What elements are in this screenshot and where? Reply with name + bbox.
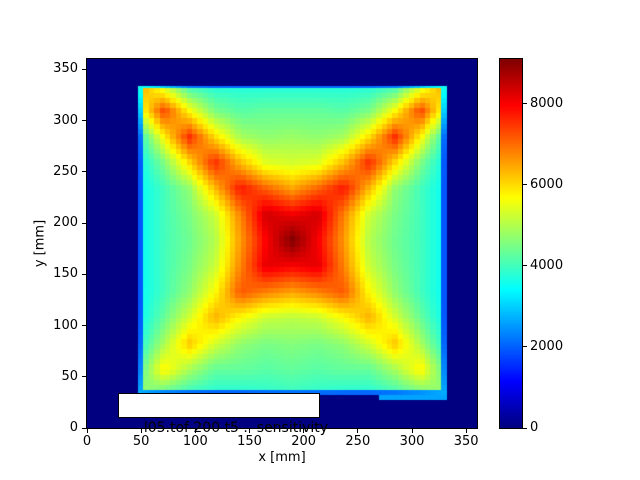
x-tick-label: 50 xyxy=(132,434,150,449)
colorbar xyxy=(499,58,523,429)
colorbar-canvas xyxy=(500,59,522,428)
y-tick-mark xyxy=(82,325,86,326)
colorbar-tick-label: 4000 xyxy=(530,257,564,273)
y-tick-mark xyxy=(82,120,86,121)
x-tick-label: 250 xyxy=(345,434,371,449)
heatmap-canvas xyxy=(87,59,477,428)
y-tick-mark xyxy=(82,273,86,275)
x-tick-mark xyxy=(357,429,359,433)
colorbar-tick-mark xyxy=(523,184,527,186)
x-tick-mark xyxy=(86,429,88,433)
x-tick-mark xyxy=(465,429,467,433)
y-tick-label: 300 xyxy=(53,112,78,128)
x-tick-mark xyxy=(303,429,305,433)
x-tick-mark xyxy=(140,429,142,433)
y-tick-label: 200 xyxy=(53,215,78,230)
x-tick-label: 150 xyxy=(237,434,262,449)
x-tick-label: 350 xyxy=(453,434,479,449)
x-tick-mark xyxy=(249,429,250,433)
x-tick-mark xyxy=(194,429,196,433)
x-tick-label: 300 xyxy=(399,434,425,449)
x-tick-label: 100 xyxy=(182,434,208,449)
annotation-box: l05.tof 200 t5 . sensitivity xyxy=(118,393,328,436)
y-tick-mark xyxy=(82,171,86,173)
y-tick-label: 150 xyxy=(53,266,78,282)
x-axis-label: x [mm] xyxy=(258,450,306,465)
colorbar-tick-label: 8000 xyxy=(530,95,564,111)
x-tick-mark xyxy=(411,429,413,433)
y-tick-label: 350 xyxy=(53,61,78,77)
x-tick-label: 200 xyxy=(291,434,317,449)
colorbar-tick-label: 0 xyxy=(530,420,539,435)
y-tick-mark xyxy=(82,427,86,429)
y-tick-label: 250 xyxy=(53,163,78,179)
y-tick-mark xyxy=(82,376,86,378)
y-tick-label: 50 xyxy=(61,368,78,384)
y-tick-label: 0 xyxy=(69,420,78,435)
colorbar-tick-label: 6000 xyxy=(530,176,564,192)
y-tick-mark xyxy=(82,222,86,224)
x-tick-label: 0 xyxy=(82,434,92,449)
y-tick-mark xyxy=(82,68,86,70)
y-tick-label: 100 xyxy=(53,317,78,333)
plot-area xyxy=(86,58,478,429)
colorbar-tick-mark xyxy=(523,265,527,267)
colorbar-tick-mark xyxy=(523,103,527,105)
colorbar-tick-mark xyxy=(523,346,527,348)
colorbar-tick-mark xyxy=(523,427,527,429)
colorbar-tick-label: 2000 xyxy=(530,338,564,354)
annotation-text: l05.tof 200 t5 . sensitivity xyxy=(143,420,329,436)
